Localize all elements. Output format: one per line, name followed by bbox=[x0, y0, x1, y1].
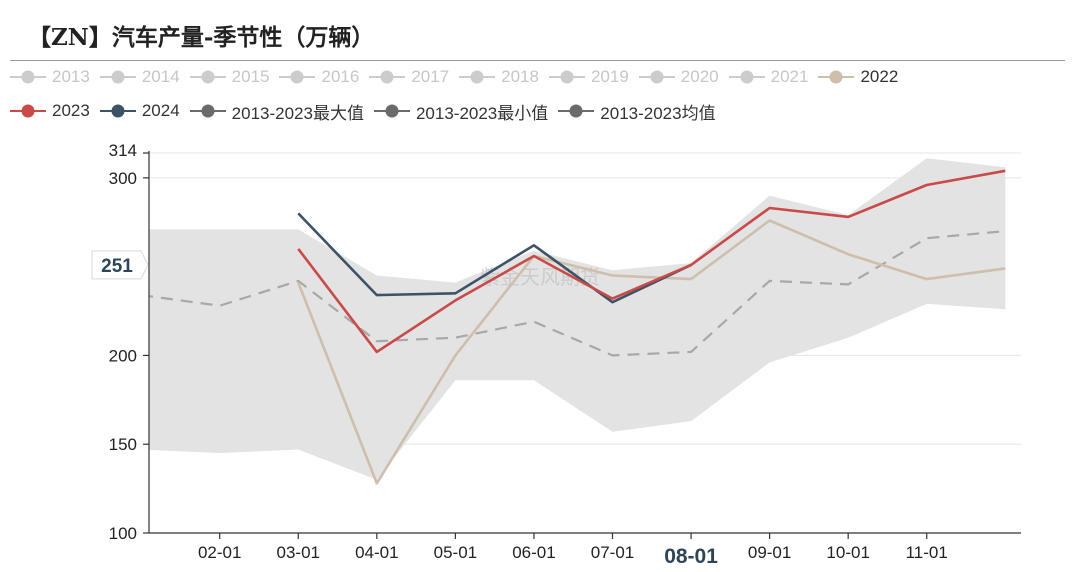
legend-label: 2015 bbox=[231, 67, 270, 86]
y-tick-label: 314 bbox=[109, 141, 137, 160]
legend-marker-icon bbox=[818, 70, 855, 84]
x-tick-label-highlighted: 08-01 bbox=[664, 545, 718, 568]
legend-label: 2023 bbox=[52, 101, 90, 120]
y-axis-ticks: 100 150 200 300 314 bbox=[109, 141, 149, 543]
axes bbox=[148, 151, 1021, 534]
legend-marker-icon bbox=[373, 104, 410, 118]
legend-item-2013-2023均值[interactable]: 2013-2023均值 bbox=[558, 99, 716, 124]
y-pointer-label: 251 bbox=[101, 256, 133, 277]
x-tick-label: 07-01 bbox=[591, 543, 634, 562]
legend-label: 2022 bbox=[860, 67, 899, 86]
legend-marker-icon bbox=[10, 104, 46, 118]
legend-label: 2013 bbox=[52, 67, 90, 86]
title-divider bbox=[10, 60, 1065, 61]
y-tick-label: 150 bbox=[109, 435, 137, 454]
legend-item-2015[interactable]: 2015 bbox=[189, 67, 270, 87]
legend-marker-icon bbox=[369, 70, 406, 84]
legend-label: 2017 bbox=[411, 67, 450, 86]
legend-item-2024[interactable]: 2024 bbox=[99, 101, 180, 121]
x-tick-label: 10-01 bbox=[826, 543, 869, 562]
x-tick-label: 06-01 bbox=[512, 543, 555, 562]
legend-marker-icon bbox=[279, 70, 316, 84]
x-tick-label: 05-01 bbox=[434, 543, 477, 562]
legend-item-2020[interactable]: 2020 bbox=[638, 67, 719, 87]
legend-marker-icon bbox=[558, 104, 595, 118]
legend-marker-icon bbox=[189, 70, 226, 84]
series-line-2022 bbox=[297, 219, 1006, 485]
legend-label: 2024 bbox=[141, 101, 180, 120]
legend-row-2: 2023 2024 2013-2023最大值 2013-2023最小值 2013-202… bbox=[10, 99, 726, 124]
legend-label: 2018 bbox=[501, 67, 539, 86]
legend-label: 2013-2023最大值 bbox=[231, 103, 364, 123]
watermark-text: 紫金天风期货 bbox=[480, 265, 600, 289]
legend-item-2023[interactable]: 2023 bbox=[10, 101, 90, 121]
min-max-band bbox=[149, 158, 1006, 480]
y-tick-label: 200 bbox=[109, 346, 137, 365]
legend-marker-icon bbox=[10, 70, 46, 84]
series-line-2023 bbox=[297, 169, 1006, 354]
legend-marker-icon bbox=[548, 70, 585, 84]
x-tick-label: 04-01 bbox=[355, 543, 398, 562]
legend-item-2018[interactable]: 2018 bbox=[459, 67, 539, 87]
y-tick-label: 300 bbox=[109, 169, 137, 188]
legend-row-1: 2013 2014 2015 2016 2017 2018 2019 2020 2021 2022 bbox=[10, 66, 908, 88]
legend-item-2013-2023最小值[interactable]: 2013-2023最小值 bbox=[373, 99, 549, 124]
legend-item-2019[interactable]: 2019 bbox=[548, 67, 629, 87]
x-axis-ticks: 02-01 03-01 04-01 05-01 06-01 07-01 08-01 09-01… bbox=[198, 533, 948, 568]
legend-label: 2014 bbox=[141, 67, 180, 86]
legend-marker-icon bbox=[99, 104, 136, 118]
legend-label: 2019 bbox=[590, 67, 629, 86]
series-lines-layer bbox=[149, 169, 1006, 485]
min-max-band-layer bbox=[149, 158, 1006, 480]
y-pointer-badge bbox=[91, 250, 149, 280]
y-tick-label: 100 bbox=[109, 524, 137, 543]
legend-label: 2021 bbox=[770, 67, 809, 86]
legend-marker-icon bbox=[459, 70, 496, 84]
legend-label: 2013-2023最小值 bbox=[415, 103, 549, 123]
legend-item-2013[interactable]: 2013 bbox=[10, 67, 90, 87]
legend-label: 2016 bbox=[321, 67, 360, 86]
x-tick-label: 02-01 bbox=[198, 543, 241, 562]
chart-title: 【ZN】汽车产量-季节性（万辆） bbox=[28, 24, 375, 51]
legend-item-2016[interactable]: 2016 bbox=[279, 67, 359, 87]
y-axis-pointer: 251 bbox=[91, 250, 149, 280]
series-line-2024 bbox=[297, 212, 692, 304]
legend-marker-icon bbox=[728, 70, 765, 84]
x-tick-label: 09-01 bbox=[748, 543, 791, 562]
legend-label: 2013-2023均值 bbox=[600, 103, 716, 123]
legend-item-2017[interactable]: 2017 bbox=[369, 67, 449, 87]
x-tick-label: 11-01 bbox=[906, 543, 948, 562]
series-line-2013-2023均值 bbox=[149, 230, 1006, 357]
legend-label: 2020 bbox=[680, 67, 719, 86]
legend-item-2021[interactable]: 2021 bbox=[728, 67, 809, 87]
legend-marker-icon bbox=[638, 70, 675, 84]
x-tick-label: 03-01 bbox=[277, 543, 320, 562]
legend-marker-icon bbox=[189, 104, 226, 118]
legend-marker-icon bbox=[99, 70, 136, 84]
legend-item-2022[interactable]: 2022 bbox=[818, 67, 898, 87]
legend-item-2013-2023最大值[interactable]: 2013-2023最大值 bbox=[189, 99, 364, 124]
legend-item-2014[interactable]: 2014 bbox=[99, 67, 180, 87]
